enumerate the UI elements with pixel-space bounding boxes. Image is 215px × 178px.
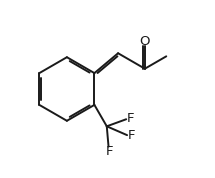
Text: F: F [127,112,134,125]
Text: F: F [106,145,113,158]
Text: O: O [140,35,150,48]
Text: F: F [128,129,135,142]
